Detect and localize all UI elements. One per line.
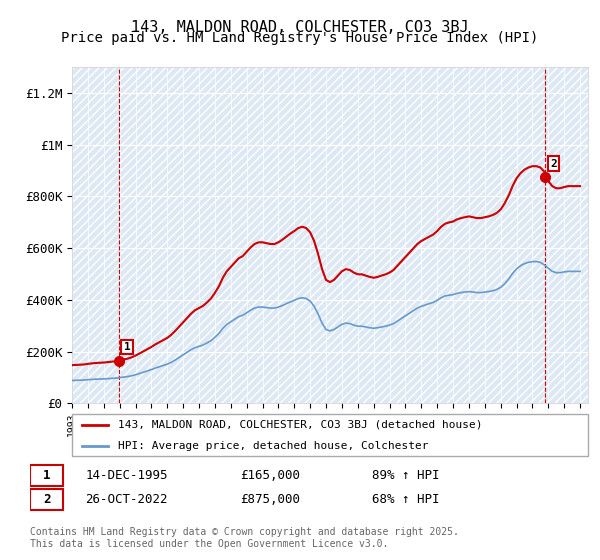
FancyBboxPatch shape [72,414,588,456]
Text: £875,000: £875,000 [240,493,300,506]
Text: Contains HM Land Registry data © Crown copyright and database right 2025.
This d: Contains HM Land Registry data © Crown c… [30,527,459,549]
Text: 1: 1 [43,469,50,482]
Text: HPI: Average price, detached house, Colchester: HPI: Average price, detached house, Colc… [118,441,429,451]
Text: 89% ↑ HPI: 89% ↑ HPI [372,469,440,482]
Text: 1: 1 [124,342,130,352]
Text: Price paid vs. HM Land Registry's House Price Index (HPI): Price paid vs. HM Land Registry's House … [61,31,539,45]
FancyBboxPatch shape [30,489,63,510]
Text: 2: 2 [550,158,557,169]
Text: 2: 2 [43,493,50,506]
Text: 143, MALDON ROAD, COLCHESTER, CO3 3BJ (detached house): 143, MALDON ROAD, COLCHESTER, CO3 3BJ (d… [118,420,483,430]
Text: 14-DEC-1995: 14-DEC-1995 [85,469,168,482]
Text: 26-OCT-2022: 26-OCT-2022 [85,493,168,506]
Text: £165,000: £165,000 [240,469,300,482]
Text: 143, MALDON ROAD, COLCHESTER, CO3 3BJ: 143, MALDON ROAD, COLCHESTER, CO3 3BJ [131,20,469,35]
FancyBboxPatch shape [30,465,63,486]
Text: 68% ↑ HPI: 68% ↑ HPI [372,493,440,506]
